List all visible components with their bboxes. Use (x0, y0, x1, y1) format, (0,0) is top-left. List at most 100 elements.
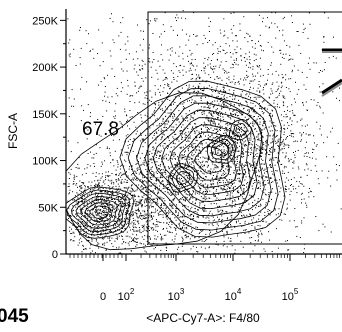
event-dot (136, 214, 138, 216)
event-dot (223, 35, 225, 37)
event-dot (154, 208, 156, 210)
event-dot (283, 167, 285, 169)
event-dot (213, 194, 215, 196)
event-dot (261, 232, 263, 234)
event-dot (75, 206, 77, 208)
event-dot (146, 220, 148, 221)
event-dot (254, 43, 256, 45)
event-dot (236, 161, 238, 162)
event-dot (151, 202, 153, 204)
event-dot (208, 159, 209, 161)
event-dot (265, 25, 267, 27)
event-dot (238, 99, 239, 101)
event-dot (254, 158, 256, 160)
event-dot (208, 247, 210, 249)
event-dot (223, 119, 225, 121)
event-dot (257, 225, 259, 226)
event-dot (210, 183, 212, 185)
event-dot (96, 198, 98, 200)
event-dot (190, 157, 192, 159)
event-dot (285, 189, 286, 191)
event-dot (150, 66, 152, 68)
event-dot (198, 149, 200, 151)
event-dot (280, 149, 282, 151)
event-dot (289, 194, 291, 196)
event-dot (92, 209, 94, 211)
event-dot (259, 166, 261, 168)
event-dot (306, 152, 308, 154)
event-dot (231, 229, 233, 231)
event-dot (186, 134, 187, 136)
event-dot (117, 197, 119, 199)
event-dot (185, 221, 187, 223)
event-dot (87, 225, 89, 227)
event-dot (124, 220, 126, 222)
event-dot (255, 170, 257, 172)
event-dot (286, 106, 288, 108)
event-dot (87, 129, 89, 131)
event-dot (262, 118, 264, 120)
event-dot (120, 182, 122, 184)
event-dot (192, 193, 193, 195)
event-dot (115, 93, 117, 95)
event-dot (86, 240, 88, 242)
event-dot (177, 138, 179, 140)
event-dot (252, 111, 254, 113)
event-dot (119, 252, 121, 254)
event-dot (235, 203, 236, 205)
event-dot (287, 122, 288, 124)
event-dot (113, 42, 115, 44)
event-dot (207, 41, 209, 43)
event-dot (167, 187, 169, 188)
event-dot (167, 189, 168, 191)
event-dot (237, 178, 239, 180)
event-dot (242, 167, 244, 169)
event-dot (186, 228, 188, 230)
event-dot (223, 170, 224, 171)
event-dot (272, 51, 274, 53)
event-dot (248, 56, 250, 58)
event-dot (208, 137, 210, 139)
event-dot (72, 231, 74, 233)
event-dot (154, 133, 155, 135)
event-dot (127, 175, 129, 177)
event-dot (201, 147, 203, 149)
event-dot (167, 136, 168, 137)
event-dot (295, 150, 296, 152)
event-dot (250, 147, 251, 149)
event-dot (248, 142, 250, 144)
event-dot (226, 138, 228, 140)
event-dot (129, 236, 131, 238)
event-dot (125, 49, 127, 51)
event-dot (305, 163, 307, 165)
event-dot (79, 234, 81, 236)
event-dot (215, 167, 217, 169)
event-dot (139, 157, 141, 159)
event-dot (83, 249, 84, 250)
event-dot (135, 195, 136, 197)
event-dot (252, 124, 254, 126)
event-dot (266, 139, 268, 141)
event-dot (115, 185, 117, 187)
event-dot (145, 122, 147, 124)
event-dot (182, 108, 184, 110)
event-dot (236, 127, 238, 129)
event-dot (155, 157, 157, 158)
event-dot (99, 147, 101, 149)
event-dot (175, 211, 177, 213)
event-dot (227, 84, 229, 86)
event-dot (200, 162, 201, 164)
contour-line (172, 167, 195, 189)
event-dot (185, 181, 187, 182)
event-dot (167, 148, 168, 150)
event-dot (72, 183, 74, 185)
event-dot (276, 170, 278, 172)
event-dot (171, 170, 173, 172)
event-dot (129, 139, 131, 140)
event-dot (143, 181, 144, 183)
event-dot (146, 91, 148, 93)
event-dot (207, 59, 209, 61)
event-dot (231, 245, 233, 247)
event-dot (245, 200, 247, 202)
event-dot (254, 227, 256, 229)
